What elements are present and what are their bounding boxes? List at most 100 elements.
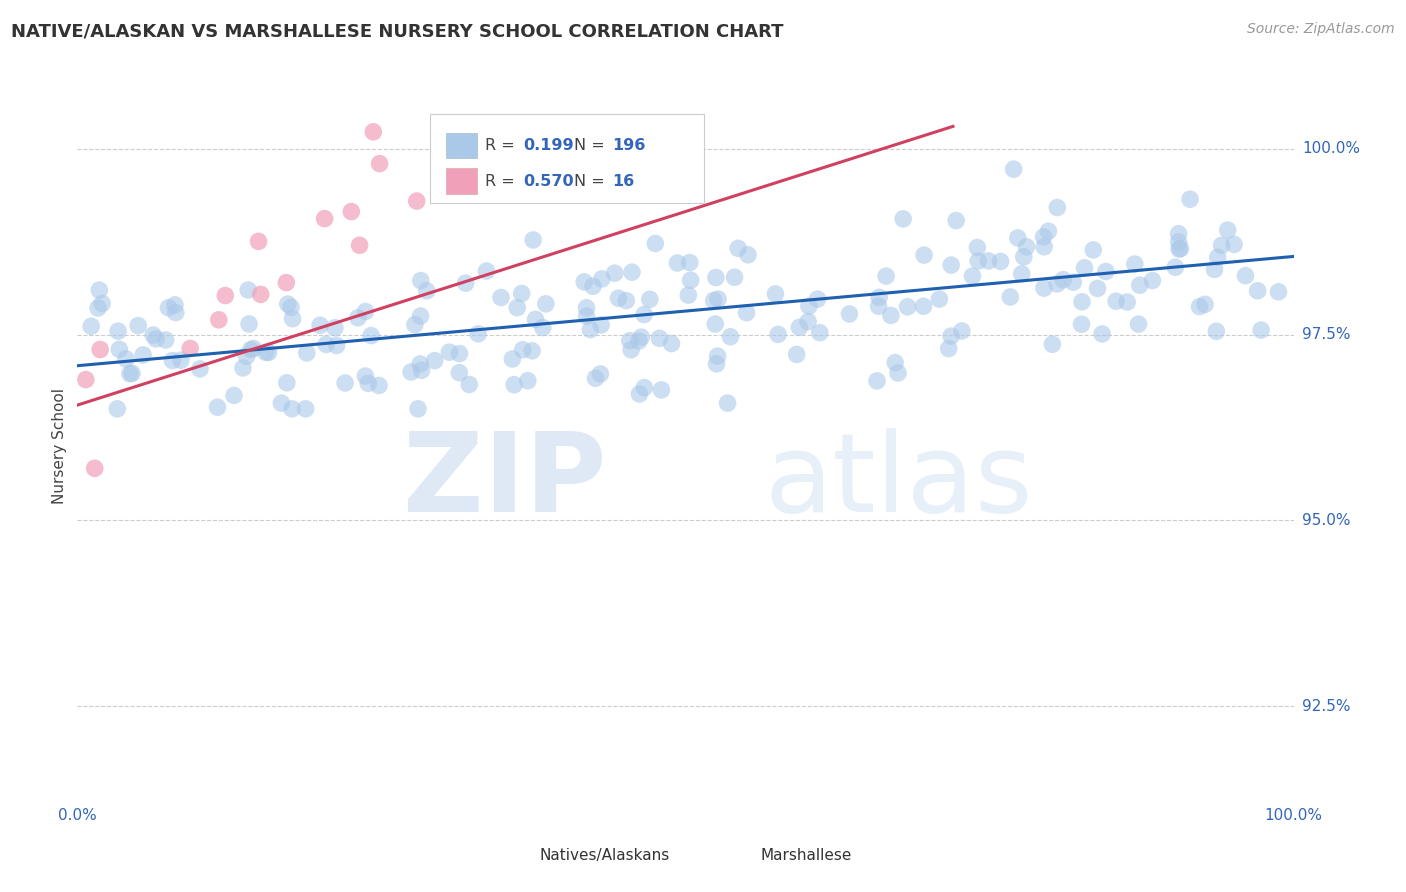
Point <box>503 377 526 392</box>
Point <box>340 204 363 219</box>
Point <box>155 333 177 347</box>
Point <box>575 309 598 323</box>
Point <box>170 353 193 368</box>
Text: 196: 196 <box>613 138 645 153</box>
Point <box>121 367 143 381</box>
FancyBboxPatch shape <box>430 114 703 203</box>
Point <box>1142 273 1164 287</box>
Point <box>179 342 201 356</box>
Text: NATIVE/ALASKAN VS MARSHALLESE NURSERY SCHOOL CORRELATION CHART: NATIVE/ALASKAN VS MARSHALLESE NURSERY SC… <box>11 22 783 40</box>
Point <box>838 307 860 321</box>
Point <box>866 374 889 388</box>
Text: ZIP: ZIP <box>404 428 606 535</box>
Point <box>235 350 257 364</box>
Point <box>990 254 1012 268</box>
Point <box>1205 324 1227 338</box>
Point <box>105 401 128 416</box>
Text: 97.5%: 97.5% <box>1302 327 1350 342</box>
Point <box>399 365 422 379</box>
Point <box>89 283 111 297</box>
Point <box>254 345 277 359</box>
Point <box>368 156 391 170</box>
Point <box>962 269 984 284</box>
Point <box>1250 323 1272 337</box>
Point <box>270 396 292 410</box>
Point <box>409 309 432 323</box>
Point <box>1032 230 1054 244</box>
Text: N =: N = <box>574 174 609 189</box>
Point <box>582 279 605 293</box>
Point <box>884 356 907 370</box>
Point <box>1073 260 1095 275</box>
Point <box>1178 192 1201 206</box>
FancyBboxPatch shape <box>727 849 754 863</box>
Point <box>207 401 229 415</box>
Point <box>1129 278 1152 293</box>
Point <box>357 376 380 391</box>
Point <box>489 290 512 304</box>
Point <box>354 369 377 384</box>
Point <box>512 343 534 357</box>
Point <box>808 326 831 340</box>
Point <box>239 343 262 357</box>
Point <box>887 366 910 380</box>
Point <box>1011 267 1033 281</box>
Point <box>941 258 963 272</box>
Point <box>406 401 429 416</box>
Point <box>1188 300 1211 314</box>
Point <box>145 332 167 346</box>
Point <box>786 347 808 361</box>
Point <box>1234 268 1257 283</box>
Point <box>1062 275 1084 289</box>
Point <box>314 211 336 226</box>
Point <box>620 265 643 279</box>
Point <box>89 343 111 357</box>
Text: 16: 16 <box>613 174 634 189</box>
Point <box>591 318 613 332</box>
Point <box>534 297 557 311</box>
Point <box>165 305 187 319</box>
Point <box>347 310 370 325</box>
Point <box>404 318 426 332</box>
Point <box>409 274 432 288</box>
Point <box>1040 337 1063 351</box>
Point <box>977 254 1000 268</box>
Point <box>630 330 652 344</box>
Point <box>1012 250 1035 264</box>
Point <box>1167 235 1189 249</box>
Point <box>633 381 655 395</box>
Point <box>449 346 471 360</box>
Point <box>524 312 547 326</box>
Point <box>706 349 728 363</box>
Point <box>208 313 231 327</box>
Point <box>1033 281 1056 295</box>
Point <box>368 378 391 392</box>
Point <box>644 236 666 251</box>
Point <box>354 304 377 318</box>
Point <box>1095 264 1118 278</box>
Point <box>619 334 641 348</box>
Point <box>157 301 180 315</box>
Point <box>707 292 730 306</box>
Point <box>1128 317 1150 331</box>
Point <box>520 343 543 358</box>
Point <box>912 299 935 313</box>
Point <box>449 366 471 380</box>
Point <box>1038 224 1060 238</box>
Point <box>650 383 672 397</box>
Text: Natives/Alaskans: Natives/Alaskans <box>540 848 669 863</box>
Point <box>281 311 304 326</box>
Point <box>648 331 671 345</box>
Point <box>333 376 356 390</box>
Point <box>765 286 787 301</box>
Point <box>666 256 689 270</box>
Point <box>938 342 960 356</box>
Point <box>247 235 270 249</box>
Point <box>607 291 630 305</box>
Point <box>427 173 450 187</box>
Point <box>83 461 105 475</box>
Point <box>1206 250 1229 264</box>
Point <box>238 317 260 331</box>
Point <box>706 357 728 371</box>
Point <box>309 318 332 333</box>
